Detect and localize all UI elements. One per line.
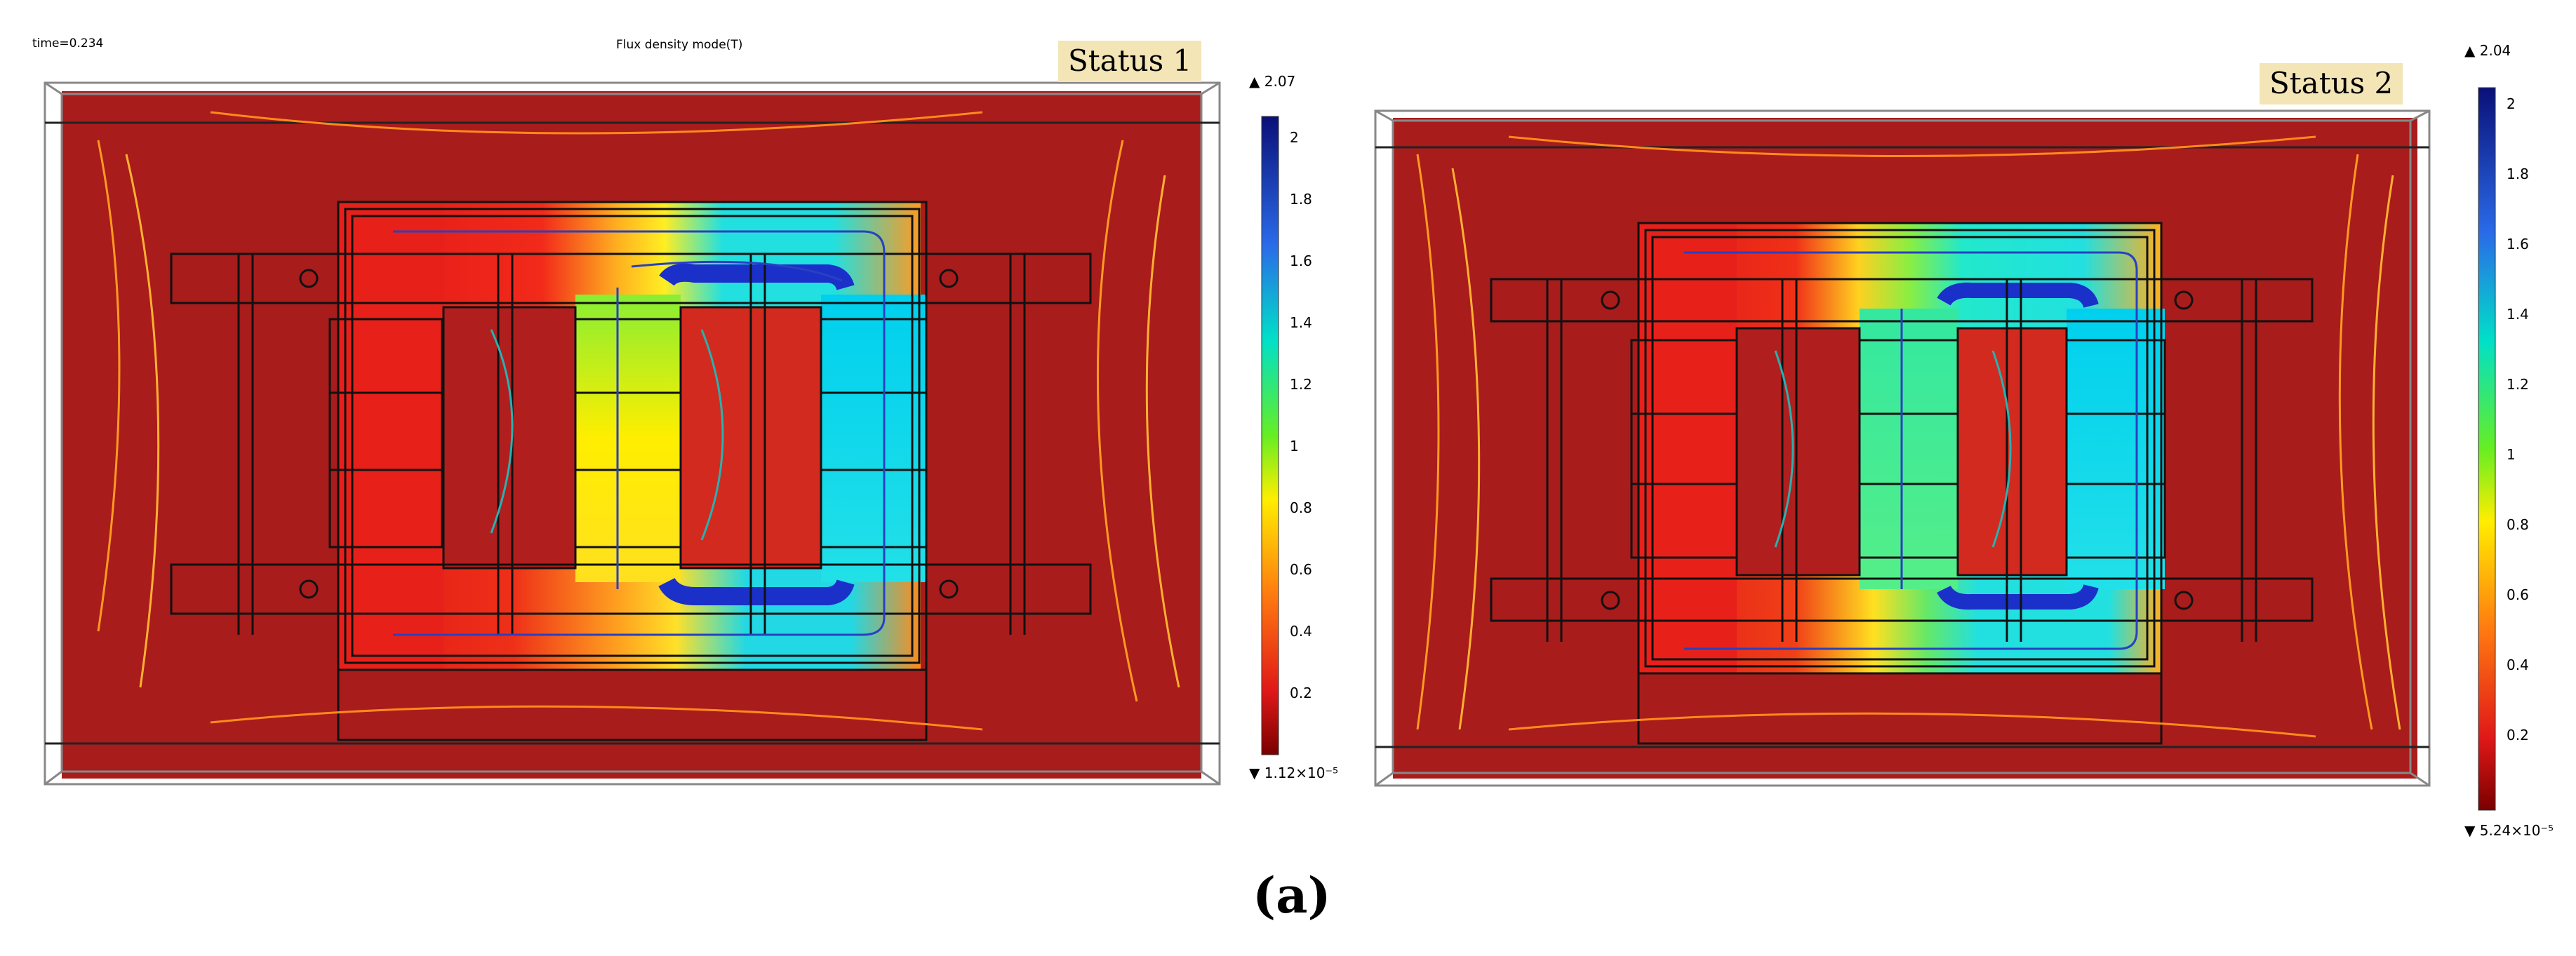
right-colorbar-min: ▼ 5.24×10⁻⁵ — [2464, 822, 2554, 839]
plot-title: Flux density mode(T) — [616, 38, 743, 52]
right-limb-3 — [2067, 309, 2165, 589]
left-limb-3 — [821, 295, 926, 582]
left-streamlines — [97, 111, 1180, 731]
right-limb-1 — [1639, 223, 1737, 673]
left-colorbar — [1261, 116, 1279, 755]
right-colorbar-tick: 0.2 — [2507, 727, 2529, 743]
left-colorbar-tick: 0.6 — [1290, 561, 1312, 578]
right-streamlines — [1416, 135, 2401, 738]
right-plot — [1374, 109, 2431, 787]
left-colorbar-tick: 1.4 — [1290, 314, 1312, 331]
left-colorbar-tick: 1.6 — [1290, 253, 1312, 269]
right-colorbar-tick: 1.2 — [2507, 376, 2529, 393]
right-colorbar-tick: 1.4 — [2507, 306, 2529, 323]
right-limb-2 — [1860, 309, 1958, 589]
right-colorbar-tick: 1.8 — [2507, 166, 2529, 182]
status-1-label: Status 1 — [1058, 41, 1202, 82]
right-colorbar-max: ▲ 2.04 — [2464, 42, 2511, 59]
right-colorbar — [2478, 87, 2496, 811]
right-colorbar-tick: 0.6 — [2507, 586, 2529, 603]
left-colorbar-tick: 2 — [1290, 129, 1299, 146]
left-colorbar-tick: 1.8 — [1290, 191, 1312, 208]
left-colorbar-min: ▼ 1.12×10⁻⁵ — [1249, 765, 1339, 781]
left-colorbar-tick: 1.2 — [1290, 376, 1312, 393]
left-limb-2 — [575, 295, 681, 582]
left-colorbar-tick: 1 — [1290, 438, 1299, 455]
figure-caption: (a) — [1253, 866, 1331, 924]
right-bounding-box — [1374, 109, 2431, 787]
left-colorbar-tick: 0.8 — [1290, 499, 1312, 516]
right-colorbar-tick: 1.6 — [2507, 236, 2529, 253]
left-limb-1 — [338, 202, 443, 670]
left-colorbar-tick: 0.2 — [1290, 685, 1312, 701]
left-colorbar-tick: 0.4 — [1290, 623, 1312, 640]
right-colorbar-tick: 2 — [2507, 95, 2516, 112]
right-colorbar-tick: 0.4 — [2507, 657, 2529, 673]
left-colorbar-max: ▲ 2.07 — [1249, 73, 1296, 90]
time-label: time=0.234 — [32, 36, 104, 51]
left-plot — [44, 81, 1221, 786]
right-colorbar-tick: 0.8 — [2507, 516, 2529, 533]
left-bounding-box — [44, 81, 1221, 786]
right-colorbar-tick: 1 — [2507, 446, 2516, 463]
status-2-label: Status 2 — [2260, 63, 2403, 105]
